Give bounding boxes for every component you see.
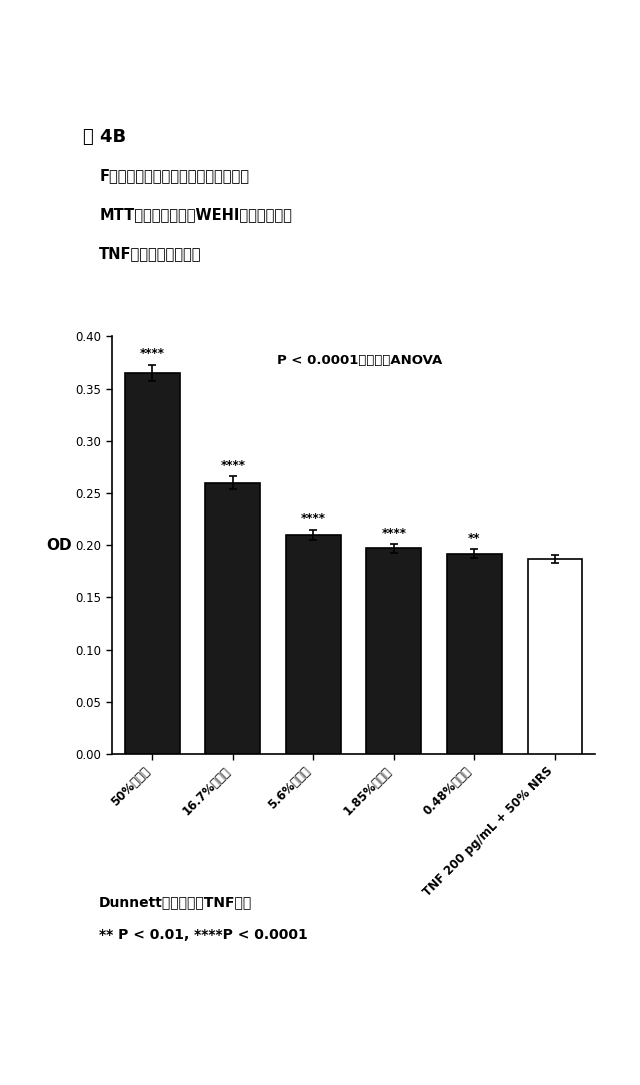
Bar	[447, 553, 502, 754]
Text: TNF細胞傷害性の抑制: TNF細胞傷害性の抑制	[99, 246, 202, 261]
Text: P < 0.0001、一方向ANOVA: P < 0.0001、一方向ANOVA	[277, 354, 442, 367]
Text: Dunnett多重比較対TNFのみ: Dunnett多重比較対TNFのみ	[99, 895, 252, 909]
Text: 図 4B: 図 4B	[83, 128, 126, 146]
Bar	[527, 559, 582, 754]
Text: ****: ****	[381, 527, 406, 540]
Bar	[286, 535, 340, 754]
Bar	[205, 483, 260, 754]
Text: MTTアッセイであるWEHI細胞における: MTTアッセイであるWEHI細胞における	[99, 207, 292, 222]
Text: ****: ****	[220, 459, 245, 472]
Y-axis label: OD: OD	[46, 538, 72, 552]
Bar	[125, 373, 180, 754]
Text: ****: ****	[301, 512, 326, 525]
Text: ** P < 0.01, ****P < 0.0001: ** P < 0.01, ****P < 0.0001	[99, 928, 308, 942]
Text: **: **	[468, 533, 481, 545]
Text: ****: ****	[140, 347, 164, 360]
Text: F界面免疫源に対する抗血清による、: F界面免疫源に対する抗血清による、	[99, 168, 249, 183]
Bar	[367, 548, 421, 754]
